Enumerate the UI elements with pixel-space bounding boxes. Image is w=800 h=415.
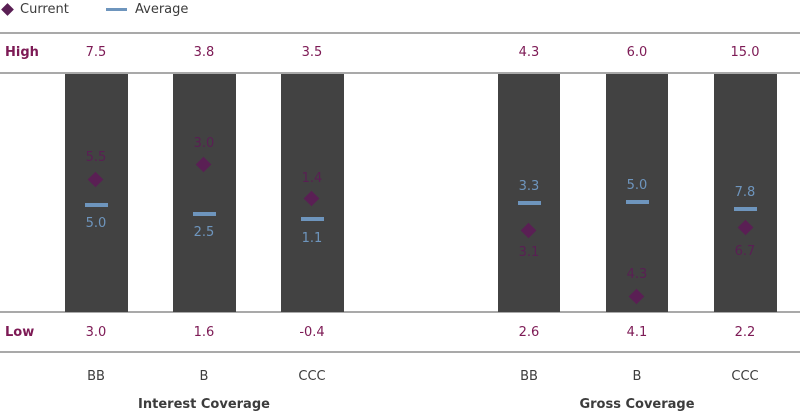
legend-current-label: Current <box>20 1 69 17</box>
average-value-label: 5.0 <box>85 216 107 231</box>
current-value-label: 6.7 <box>734 244 756 259</box>
range-bar-gc-b <box>606 74 668 312</box>
high-value: 7.5 <box>85 45 107 60</box>
current-value-label: 5.5 <box>85 150 107 165</box>
group-title-interest-coverage: Interest Coverage <box>138 397 270 412</box>
average-dash-marker <box>193 212 216 216</box>
high-value: 15.0 <box>730 45 760 60</box>
current-value-label: 4.3 <box>626 267 648 282</box>
average-value-label: 1.1 <box>301 231 323 246</box>
range-bar-ic-bb <box>65 74 128 312</box>
low-value: -0.4 <box>299 325 325 340</box>
diamond-icon <box>1 2 14 16</box>
divider-low <box>0 311 800 313</box>
low-value: 2.2 <box>734 325 756 340</box>
range-bar-ic-b <box>173 74 236 312</box>
low-value: 2.6 <box>518 325 540 340</box>
legend-current: Current <box>0 0 69 18</box>
category-label: B <box>199 369 209 384</box>
range-bar-gc-bb <box>498 74 560 312</box>
low-value: 4.1 <box>626 325 648 340</box>
high-value: 3.5 <box>301 45 323 60</box>
divider-high <box>0 72 800 74</box>
average-value-label: 7.8 <box>734 185 756 200</box>
average-value-label: 5.0 <box>626 178 648 193</box>
category-label: B <box>632 369 642 384</box>
low-value: 3.0 <box>85 325 107 340</box>
average-dash-marker <box>518 201 541 205</box>
average-value-label: 2.5 <box>193 225 215 240</box>
average-value-label: 3.3 <box>518 179 540 194</box>
average-dash-marker <box>734 207 757 211</box>
current-value-label: 3.1 <box>518 245 540 260</box>
dash-icon <box>106 7 127 11</box>
range-bar-gc-ccc <box>714 74 777 312</box>
current-value-label: 1.4 <box>301 171 323 186</box>
current-value-label: 3.0 <box>193 136 215 151</box>
high-value: 6.0 <box>626 45 648 60</box>
category-label: BB <box>520 369 538 384</box>
high-row-label: High <box>5 45 39 60</box>
high-value: 3.8 <box>193 45 215 60</box>
low-value: 1.6 <box>193 325 215 340</box>
high-value: 4.3 <box>518 45 540 60</box>
divider-bottom <box>0 351 800 353</box>
average-dash-marker <box>301 217 324 221</box>
average-dash-marker <box>85 203 108 207</box>
legend-average: Average <box>106 0 188 18</box>
legend-average-label: Average <box>135 1 189 17</box>
group-title-gross-coverage: Gross Coverage <box>579 397 695 412</box>
category-label: CCC <box>298 369 326 384</box>
low-row-label: Low <box>5 325 35 340</box>
category-label: CCC <box>731 369 759 384</box>
average-dash-marker <box>626 200 649 204</box>
category-label: BB <box>87 369 105 384</box>
divider-top <box>0 32 800 34</box>
